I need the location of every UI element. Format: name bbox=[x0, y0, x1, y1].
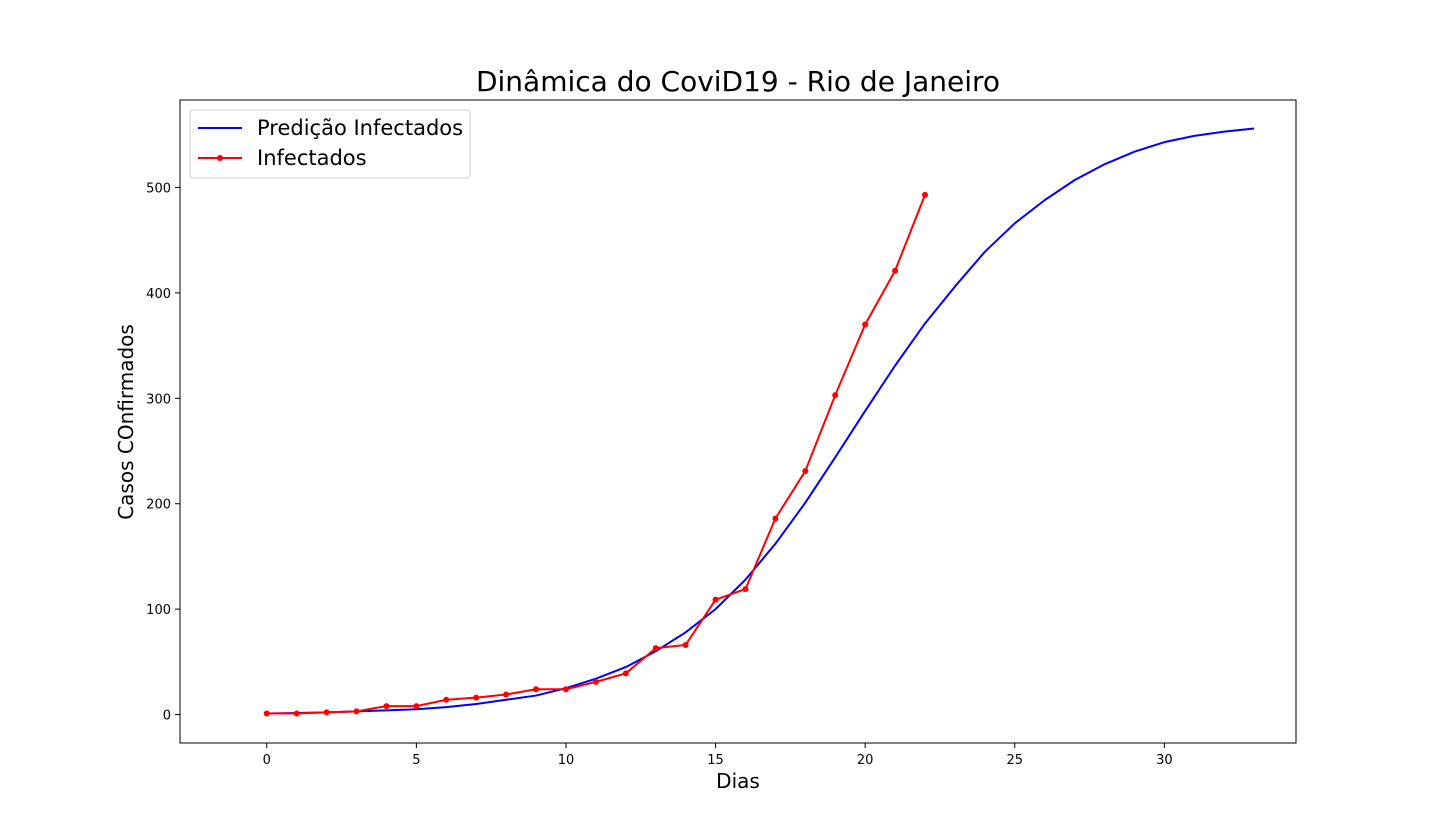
data-point bbox=[383, 703, 390, 710]
data-point bbox=[712, 596, 719, 603]
chart-title: Dinâmica do CoviD19 - Rio de Janeiro bbox=[476, 65, 1000, 98]
y-tick-label: 0 bbox=[163, 709, 171, 724]
x-tick-label: 15 bbox=[707, 753, 724, 768]
plot-frame bbox=[179, 99, 1297, 744]
data-point bbox=[772, 515, 779, 522]
data-point bbox=[802, 468, 809, 475]
x-tick-label: 20 bbox=[857, 753, 874, 768]
data-point bbox=[652, 645, 659, 652]
data-point bbox=[323, 709, 330, 716]
legend: Predição Infectados Infectados bbox=[189, 109, 471, 179]
x-tick-label: 0 bbox=[263, 753, 271, 768]
data-point bbox=[682, 641, 689, 648]
y-axis-label: Casos COnfirmados bbox=[114, 324, 138, 520]
data-point bbox=[892, 267, 899, 274]
data-point bbox=[832, 392, 839, 399]
legend-label: Infectados bbox=[257, 146, 367, 170]
series-line-2 bbox=[266, 194, 926, 715]
data-point bbox=[503, 691, 510, 698]
data-point bbox=[592, 678, 599, 685]
data-point bbox=[562, 686, 569, 693]
y-tick-label: 100 bbox=[146, 603, 171, 618]
data-point bbox=[622, 670, 629, 677]
data-point bbox=[742, 586, 749, 593]
y-tick-label: 300 bbox=[146, 392, 171, 407]
data-point bbox=[353, 708, 360, 715]
legend-box bbox=[189, 109, 471, 179]
data-point bbox=[293, 710, 300, 717]
x-axis-label: Dias bbox=[716, 769, 760, 793]
data-point bbox=[862, 321, 869, 328]
x-tick-label: 30 bbox=[1156, 753, 1173, 768]
data-point bbox=[443, 696, 450, 703]
data-point bbox=[533, 686, 540, 693]
data-point bbox=[921, 191, 928, 198]
y-tick-label: 500 bbox=[146, 181, 171, 196]
legend-marker bbox=[217, 155, 223, 161]
data-point bbox=[263, 710, 270, 717]
data-point bbox=[413, 703, 420, 710]
x-tick-label: 5 bbox=[412, 753, 420, 768]
y-tick-label: 200 bbox=[146, 498, 171, 513]
legend-label: Predição Infectados bbox=[257, 116, 463, 140]
x-tick-label: 25 bbox=[1006, 753, 1023, 768]
series-line-1 bbox=[266, 127, 1255, 715]
data-point bbox=[473, 694, 480, 701]
x-tick-label: 10 bbox=[558, 753, 575, 768]
y-tick-label: 400 bbox=[146, 287, 171, 302]
